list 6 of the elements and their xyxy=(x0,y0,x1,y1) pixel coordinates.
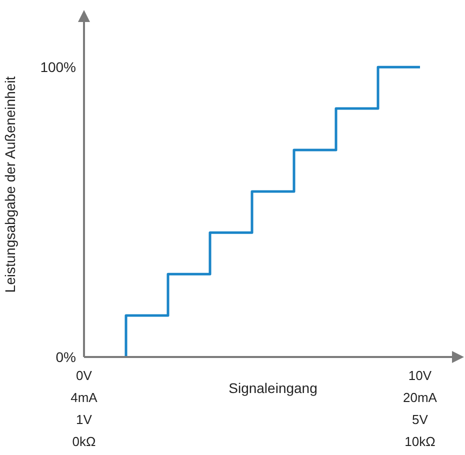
x-tick-label: 0V 4mA 1V 0kΩ xyxy=(70,368,98,449)
y-tick-label: 0% xyxy=(56,348,76,365)
x-axis-title: Signaleingang xyxy=(228,380,318,396)
y-tick-label: 100% xyxy=(40,59,76,76)
y-axis-title: Leistungsabgabe der Außeneinheit xyxy=(2,76,18,293)
x-tick-label: 10V 20mA 5V 10kΩ xyxy=(403,368,438,449)
